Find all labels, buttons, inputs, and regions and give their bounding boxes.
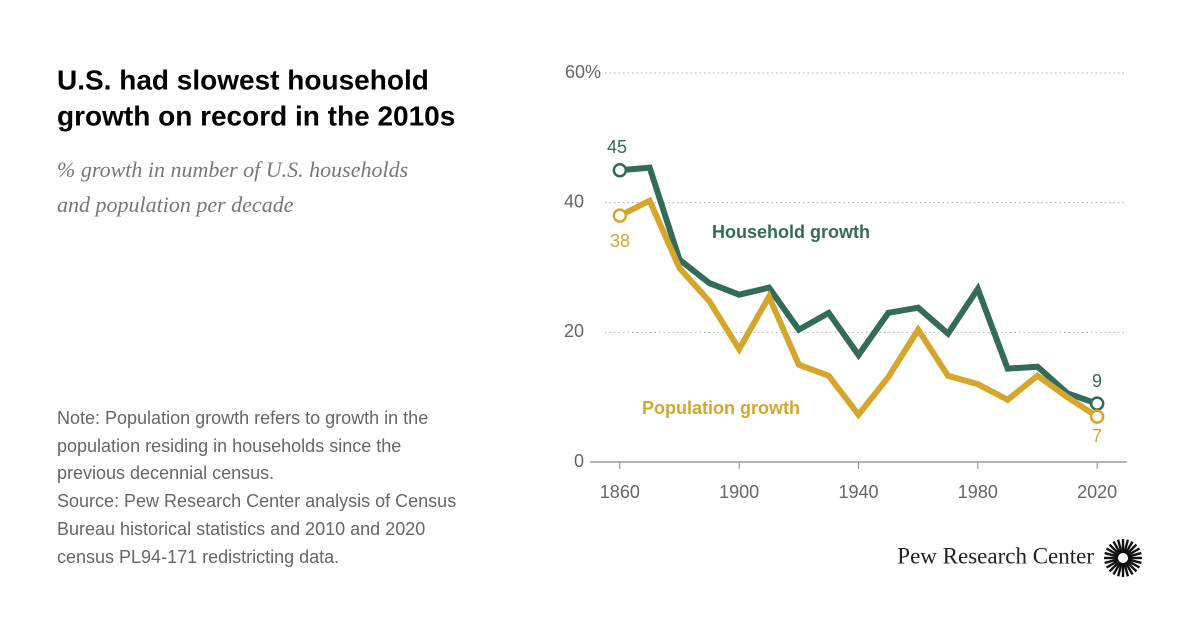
series-label: Population growth (642, 398, 800, 418)
logo-ray (1127, 558, 1142, 565)
subtitle: % growth in number of U.S. households (57, 157, 408, 182)
x-tick-label: 1940 (838, 482, 878, 502)
logo-ray (1123, 562, 1130, 577)
value-label: 45 (607, 137, 627, 157)
logo-ray (1125, 543, 1138, 556)
end-marker (1089, 409, 1105, 424)
x-tick-label: 1860 (600, 482, 640, 502)
logo-ray (1127, 551, 1142, 558)
logo-ray (1126, 559, 1141, 569)
x-tick-label: 1980 (958, 482, 998, 502)
y-tick-label: 40 (564, 191, 584, 211)
logo-ray (1104, 551, 1119, 558)
logo-ray (1104, 558, 1119, 565)
value-label: 7 (1092, 426, 1102, 446)
value-label: 9 (1092, 371, 1102, 391)
chart-title: U.S. had slowest household (57, 64, 429, 95)
end-marker (612, 208, 628, 223)
source: Bureau historical statistics and 2010 an… (57, 519, 425, 539)
subtitle: and population per decade (57, 192, 294, 217)
y-tick-label: 20 (564, 321, 584, 341)
y-tick-label: 60% (565, 62, 601, 82)
logo-ray (1108, 560, 1121, 573)
series-line (618, 196, 1099, 420)
logo-ray (1108, 543, 1121, 556)
x-tick-label: 2020 (1077, 482, 1117, 502)
y-tick-label: 0 (574, 451, 584, 471)
note: population residing in households since … (57, 436, 401, 456)
logo-ray (1125, 560, 1138, 573)
end-marker (612, 163, 628, 178)
value-label: 38 (610, 231, 630, 251)
logo-ray (1124, 561, 1134, 576)
logo (1104, 539, 1142, 577)
chart-title: growth on record in the 2010s (57, 100, 455, 131)
logo-ray (1105, 559, 1120, 569)
end-marker (1089, 396, 1105, 411)
logo-ray (1112, 540, 1122, 555)
logo-ray (1105, 547, 1120, 557)
logo-ray (1112, 561, 1122, 576)
logo-ray (1116, 562, 1123, 577)
logo-ray (1124, 540, 1134, 555)
source: census PL94-171 redistricting data. (57, 547, 339, 567)
series-label: Household growth (712, 222, 870, 242)
logo-ray (1116, 539, 1123, 554)
logo-ray (1123, 539, 1130, 554)
brand: Pew Research Center (897, 543, 1094, 568)
series-line (619, 164, 1099, 407)
source: Source: Pew Research Center analysis of … (57, 491, 456, 511)
logo-ray (1126, 547, 1141, 557)
x-tick-label: 1900 (719, 482, 759, 502)
note: Note: Population growth refers to growth… (57, 408, 428, 428)
note: previous decennial census. (57, 463, 274, 483)
